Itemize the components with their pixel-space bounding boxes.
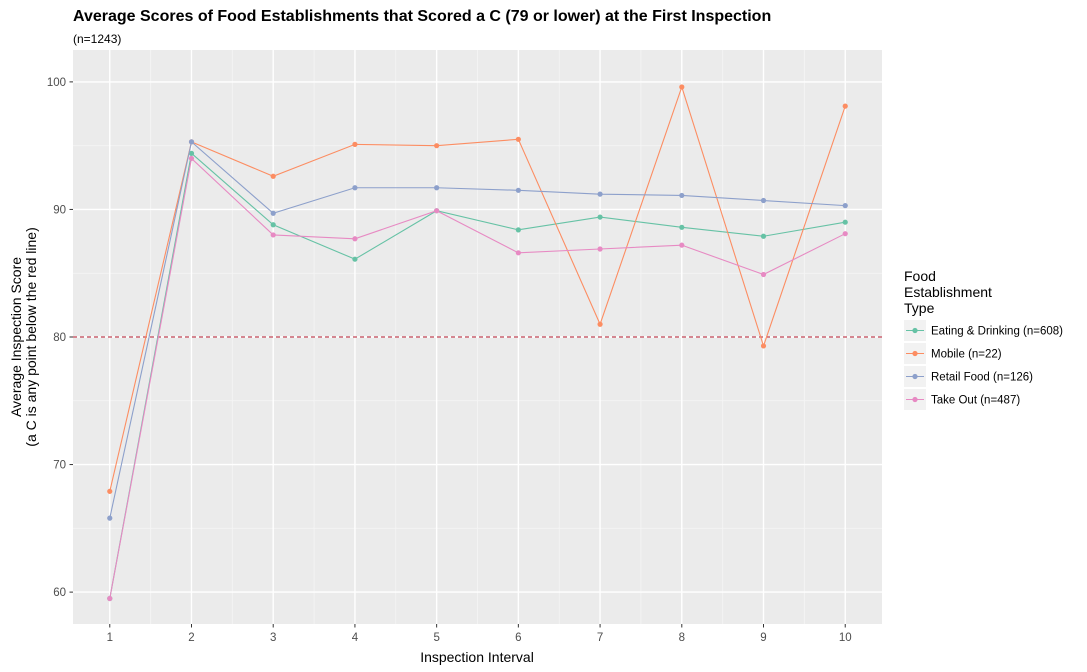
y-axis-title-line-1: Average Inspection Score	[8, 257, 24, 417]
legend-title-line-3: Type	[904, 300, 935, 316]
y-tick-label: 100	[47, 77, 66, 89]
legend-key-point	[912, 327, 918, 334]
data-point-mobile	[597, 321, 603, 327]
legend-title-line-1: Food	[904, 268, 936, 284]
legend-key-point	[912, 350, 918, 357]
data-point-eating-drinking	[270, 222, 276, 228]
x-tick-label: 1	[107, 632, 113, 644]
legend-item: Take Out (n=487)	[904, 389, 1020, 410]
series-line-retail-food	[109, 140, 846, 519]
legend-item: Retail Food (n=126)	[904, 366, 1033, 387]
series-line-take-out	[109, 157, 846, 599]
data-point-retail-food	[597, 191, 603, 197]
axis-ticks	[69, 81, 846, 628]
data-point-retail-food	[352, 185, 358, 191]
y-tick-label: 70	[53, 460, 66, 472]
series-line-eating-drinking	[109, 152, 846, 599]
data-point-retail-food	[760, 197, 767, 204]
data-point-mobile	[434, 143, 440, 149]
data-point-mobile	[515, 136, 521, 142]
legend-title-line-2: Establishment	[904, 284, 992, 300]
x-tick-labels: 1 2 3 4 5 6 7 8 9 10	[107, 632, 852, 644]
data-point-eating-drinking	[842, 219, 848, 225]
x-tick-label: 10	[839, 632, 852, 644]
series-line-mobile	[109, 85, 846, 492]
data-point-take-out	[679, 242, 685, 248]
data-point-eating-drinking	[352, 256, 358, 262]
legend-key-point	[912, 373, 918, 380]
data-point-eating-drinking	[597, 214, 603, 220]
data-point-take-out	[188, 155, 195, 162]
data-point-retail-food	[188, 139, 195, 145]
x-axis-title: Inspection Interval	[420, 649, 534, 665]
data-point-mobile	[679, 84, 685, 90]
data-point-retail-food	[679, 192, 685, 199]
y-axis-title-line-2: (a C is any point below the red line)	[23, 227, 39, 446]
data-point-retail-food	[515, 187, 521, 193]
data-point-take-out	[597, 246, 603, 252]
legend-label: Eating & Drinking (n=608)	[931, 326, 1063, 338]
x-tick-label: 8	[679, 632, 685, 644]
data-point-retail-food	[107, 515, 113, 521]
data-point-mobile	[270, 173, 276, 179]
data-point-mobile	[107, 488, 113, 494]
y-axis-title: Average Inspection Score (a C is any poi…	[8, 227, 39, 446]
x-tick-label: 6	[515, 632, 521, 644]
data-point-take-out	[434, 208, 440, 214]
data-point-take-out	[270, 232, 276, 238]
data-point-take-out	[352, 236, 358, 242]
data-point-eating-drinking	[760, 233, 767, 239]
y-tick-labels: 60 70 80 90 100	[47, 77, 66, 599]
legend-item: Mobile (n=22)	[904, 343, 1002, 364]
data-point-take-out	[107, 595, 113, 602]
x-tick-label: 4	[352, 632, 359, 644]
data-point-mobile	[352, 141, 358, 147]
data-point-mobile	[842, 103, 848, 109]
legend-label: Take Out (n=487)	[931, 395, 1020, 407]
data-point-retail-food	[434, 185, 440, 191]
y-tick-label: 90	[53, 204, 66, 216]
data-point-eating-drinking	[188, 150, 195, 156]
data-point-eating-drinking	[515, 227, 521, 233]
x-tick-label: 9	[760, 632, 766, 644]
data-point-retail-food	[270, 210, 276, 216]
chart-title: Average Scores of Food Establishments th…	[73, 8, 771, 25]
data-point-eating-drinking	[679, 224, 685, 230]
data-point-take-out	[515, 250, 521, 256]
chart-subtitle: (n=1243)	[73, 32, 121, 46]
legend-key-point	[912, 396, 918, 403]
x-tick-label: 3	[270, 632, 276, 644]
x-tick-label: 2	[188, 632, 194, 644]
y-tick-label: 60	[53, 587, 66, 599]
x-tick-label: 5	[433, 632, 439, 644]
y-tick-label: 80	[53, 332, 66, 344]
legend: Food Establishment Type Eating & Drinkin…	[904, 268, 1063, 410]
data-point-mobile	[760, 343, 767, 349]
x-tick-label: 7	[597, 632, 603, 644]
series-group	[107, 84, 848, 602]
data-point-take-out	[760, 271, 767, 278]
legend-item: Eating & Drinking (n=608)	[904, 320, 1063, 341]
legend-label: Mobile (n=22)	[931, 349, 1002, 361]
legend-items: Eating & Drinking (n=608) Mobile (n=22) Re…	[904, 320, 1063, 410]
data-point-take-out	[842, 231, 848, 237]
legend-label: Retail Food (n=126)	[931, 372, 1033, 384]
data-point-retail-food	[842, 203, 848, 209]
